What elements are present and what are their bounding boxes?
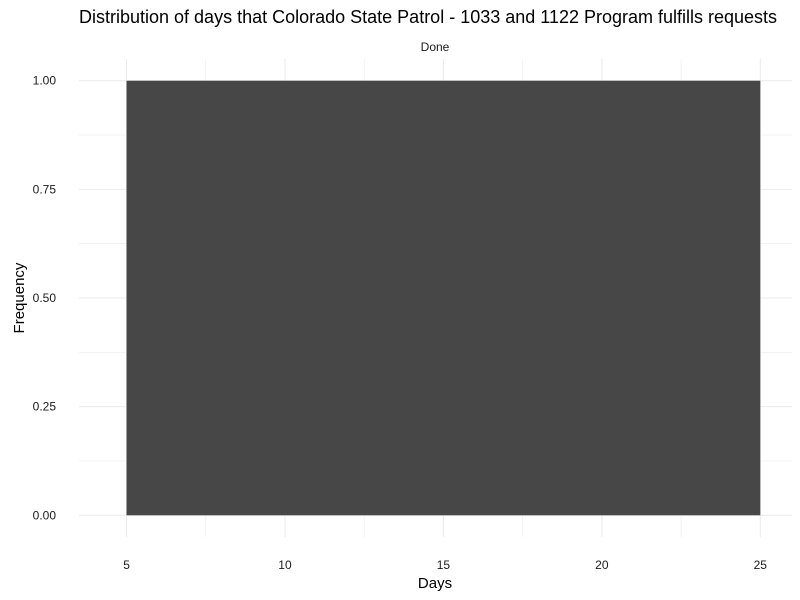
bars	[126, 80, 761, 516]
y-tick-label: 1.00	[33, 74, 57, 88]
x-tick-label: 20	[595, 558, 609, 572]
y-tick-label: 0.75	[33, 182, 57, 196]
x-tick-label: 15	[437, 558, 451, 572]
y-axis-title: Frequency	[11, 262, 28, 333]
y-tick-label: 0.00	[33, 508, 57, 522]
y-tick-label: 0.50	[33, 291, 57, 305]
x-tick-label: 25	[754, 558, 768, 572]
x-axis-title: Days	[418, 575, 452, 592]
tick-labels: 5 10 15 20 25 0.00 0.25 0.50 0.75 1.00	[33, 74, 768, 572]
x-tick-label: 5	[123, 558, 130, 572]
x-tick-label: 10	[278, 558, 292, 572]
y-tick-label: 0.25	[33, 400, 57, 414]
chart-title: Distribution of days that Colorado State…	[79, 7, 777, 27]
facet-strip-label: Done	[421, 40, 450, 54]
histogram-bar	[126, 80, 761, 516]
